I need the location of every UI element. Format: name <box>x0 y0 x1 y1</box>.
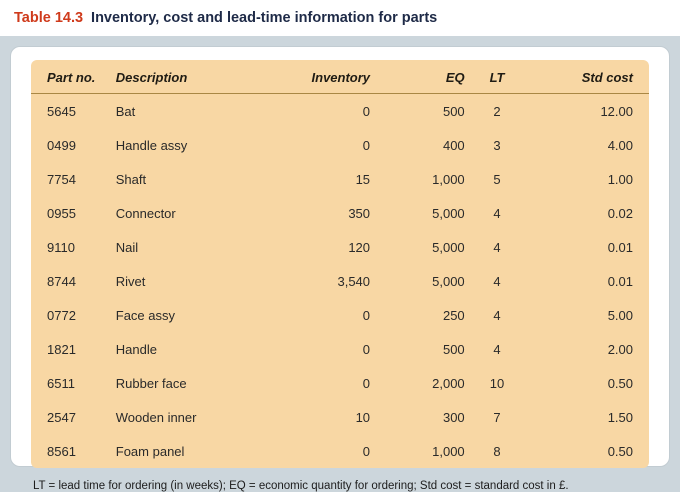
table-cell: 0 <box>362 103 371 119</box>
table-cell: 7 <box>493 409 501 425</box>
table-row: 0772 Face assy 0 250 4 5.00 <box>31 298 649 332</box>
table-cell: 0 <box>362 307 371 323</box>
table-cell: 5,000 <box>432 239 465 255</box>
table-cell: Face assy <box>115 307 176 323</box>
table-cell: 1,000 <box>432 171 465 187</box>
table-cell: 8 <box>493 443 501 459</box>
table-row: 8744 Rivet 3,540 5,000 4 0.01 <box>31 264 649 298</box>
column-header-eq: EQ <box>370 60 465 94</box>
table-row: 0499 Handle assy 0 400 3 4.00 <box>31 128 649 162</box>
table-cell: 7754 <box>47 171 76 187</box>
table-cell: 0.02 <box>607 205 633 221</box>
column-header-part-no: Part no. <box>31 60 116 94</box>
table-cell: 120 <box>348 239 371 255</box>
table-cell: 0 <box>362 443 371 459</box>
table-cell: 2,000 <box>432 375 465 391</box>
table-cell: 0955 <box>47 205 76 221</box>
table-cell: 2.00 <box>607 341 633 357</box>
table-cell: 10 <box>489 375 505 391</box>
table-number-label: Table 14.3 <box>14 10 84 26</box>
table-row: 7754 Shaft 15 1,000 5 1.00 <box>31 162 649 196</box>
table-cell: Shaft <box>115 171 147 187</box>
table-cell: 6511 <box>47 375 75 391</box>
table-cell: 1821 <box>47 341 76 357</box>
column-header-std-cost: Std cost <box>529 60 649 94</box>
table-cell: 3,540 <box>337 273 371 289</box>
table-cell: 400 <box>442 137 465 153</box>
table-cell: 500 <box>442 103 465 119</box>
table-cell: Nail <box>115 239 139 255</box>
table-cell: 15 <box>355 171 371 187</box>
table-cell: 4 <box>493 307 501 323</box>
table-cell: Bat <box>115 103 136 119</box>
table-cell: 4 <box>493 341 501 357</box>
table-cell: 4 <box>493 205 501 221</box>
table-header: Part no. Description Inventory EQ LT Std… <box>31 60 649 94</box>
table-row: 8561 Foam panel 0 1,000 8 0.50 <box>31 434 649 468</box>
table-cell: Foam panel <box>115 443 185 459</box>
table-cell: Rubber face <box>115 375 187 391</box>
table-cell: 4 <box>493 239 501 255</box>
table-title-bar: Table 14.3 Inventory, cost and lead-time… <box>0 0 680 36</box>
table-cell: 2 <box>493 103 501 119</box>
table-cell: 0 <box>362 137 371 153</box>
table-cell: 8744 <box>47 273 76 289</box>
column-header-lt: LT <box>464 60 530 94</box>
table-cell: 2547 <box>47 409 76 425</box>
table-cell: 0.50 <box>607 375 633 391</box>
table-cell: 300 <box>442 409 465 425</box>
column-header-inventory: Inventory <box>265 60 371 94</box>
table-cell: 1,000 <box>432 443 465 459</box>
table-cell: 10 <box>355 409 371 425</box>
table-row: 9110 Nail 120 5,000 4 0.01 <box>31 230 649 264</box>
table-cell: Connector <box>115 205 176 221</box>
table-cell: 5.00 <box>607 307 633 323</box>
table-cell: 0.01 <box>607 239 633 255</box>
table-cell: Wooden inner <box>115 409 197 425</box>
table-cell: 0.01 <box>607 273 633 289</box>
table-cell: 4 <box>493 273 501 289</box>
table-body: 5645 Bat 0 500 2 12.00 0499 Handle assy 0 400 3 4.0… <box>31 94 649 469</box>
table-cell: 350 <box>348 205 371 221</box>
table-cell: Handle assy <box>115 137 188 153</box>
table-row: 6511 Rubber face 0 2,000 10 0.50 <box>31 366 649 400</box>
table-cell: 0772 <box>47 307 76 323</box>
table-cell: 12.00 <box>600 103 633 119</box>
table-row: 2547 Wooden inner 10 300 7 1.50 <box>31 400 649 434</box>
table-header-row: Part no. Description Inventory EQ LT Std… <box>31 60 649 94</box>
table-panel: Part no. Description Inventory EQ LT Std… <box>10 46 670 492</box>
column-header-description: Description <box>115 60 266 94</box>
table-row: 0955 Connector 350 5,000 4 0.02 <box>31 196 649 230</box>
table-cell: 0.50 <box>607 443 633 459</box>
table-title: Inventory, cost and lead-time informatio… <box>91 10 438 26</box>
table-cell: 9110 <box>47 239 75 255</box>
table-cell: 5645 <box>47 103 76 119</box>
table-cell: 0 <box>362 341 371 357</box>
footnote: LT = lead time for ordering (in weeks); … <box>33 480 569 492</box>
table-cell: Handle <box>115 341 157 357</box>
table-cell: 4.00 <box>607 137 633 153</box>
table-cell: 1.50 <box>607 409 633 425</box>
parts-table-container: Part no. Description Inventory EQ LT Std… <box>31 60 649 468</box>
table-cell: 3 <box>493 137 501 153</box>
table-cell: Rivet <box>115 273 146 289</box>
parts-table: Part no. Description Inventory EQ LT Std… <box>31 60 649 468</box>
table-cell: 5,000 <box>432 205 465 221</box>
table-row: 5645 Bat 0 500 2 12.00 <box>31 94 649 129</box>
table-cell: 8561 <box>47 443 76 459</box>
table-cell: 250 <box>442 307 465 323</box>
table-cell: 500 <box>442 341 465 357</box>
table-row: 1821 Handle 0 500 4 2.00 <box>31 332 649 366</box>
table-cell: 0 <box>362 375 371 391</box>
table-cell: 0499 <box>47 137 76 153</box>
table-cell: 5 <box>493 171 501 187</box>
table-cell: 1.00 <box>607 171 633 187</box>
table-cell: 5,000 <box>432 273 465 289</box>
